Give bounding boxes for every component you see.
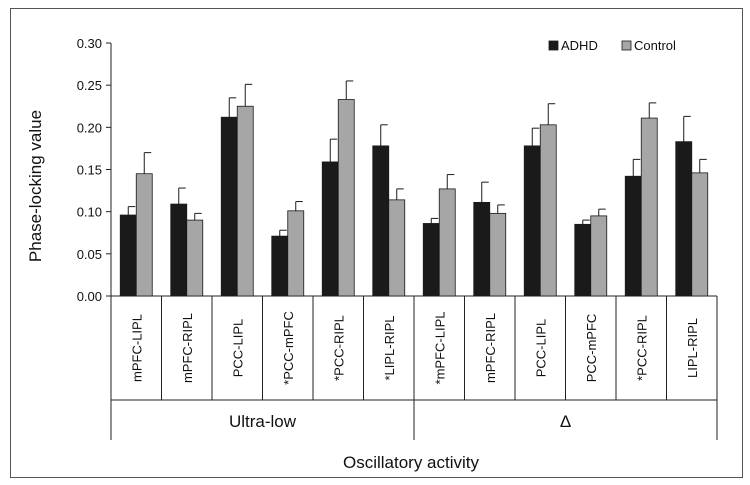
bar-adhd <box>574 223 592 297</box>
bar-adhd <box>422 223 440 297</box>
y-tick-label: 0.25 <box>77 78 102 93</box>
x-tick-label: PCC-mPFC <box>584 314 599 383</box>
bar-control <box>135 173 153 297</box>
y-tick-label: 0.20 <box>77 120 102 135</box>
bar-adhd <box>372 145 390 297</box>
x-tick-label: mPFC-RIPL <box>483 313 498 383</box>
y-tick-label: 0.15 <box>77 163 102 178</box>
bar-adhd <box>271 235 289 297</box>
bar-adhd <box>321 161 339 297</box>
bar-adhd <box>523 145 541 297</box>
y-axis-label: Phase-locking value <box>26 110 45 262</box>
bar-control <box>337 99 355 297</box>
bar-control <box>489 212 507 297</box>
bar-control <box>640 117 658 297</box>
bar-control <box>691 172 709 297</box>
x-tick-label: *PCC-RIPL <box>331 315 346 381</box>
group-label: Ultra-low <box>229 412 297 431</box>
chart-frame <box>10 8 743 478</box>
x-tick-label: *mPFC-LIPL <box>432 312 447 385</box>
bar-control <box>186 219 204 297</box>
bar-adhd <box>119 214 137 297</box>
legend-label-control: Control <box>634 38 676 53</box>
x-tick-label: *PCC-mPFC <box>281 311 296 385</box>
bar-adhd <box>170 203 188 297</box>
bar-control <box>590 215 608 297</box>
x-tick-label: *PCC-RIPL <box>634 315 649 381</box>
bar-adhd <box>624 175 642 297</box>
y-tick-label: 0.05 <box>77 247 102 262</box>
legend-label-adhd: ADHD <box>561 38 598 53</box>
y-tick-label: 0.10 <box>77 205 102 220</box>
x-tick-label: *LIPL-RIPL <box>382 315 397 380</box>
x-tick-label: mPFC-LIPL <box>129 314 144 382</box>
bar-adhd <box>473 201 491 297</box>
x-tick-label: PCC-LIPL <box>230 319 245 378</box>
bar-control <box>388 199 406 297</box>
x-tick-label: mPFC-RIPL <box>180 313 195 383</box>
legend-swatch-adhd <box>548 40 559 51</box>
group-label: Δ <box>560 412 571 431</box>
x-axis-label: Oscillatory activity <box>343 453 480 472</box>
bar-control <box>438 188 456 297</box>
bar-adhd <box>675 141 693 297</box>
bar-adhd <box>220 116 238 297</box>
y-tick-label: 0.00 <box>77 289 102 304</box>
legend-swatch-control <box>621 40 632 51</box>
x-tick-label: LIPL-RIPL <box>685 318 700 378</box>
y-tick-label: 0.30 <box>77 36 102 51</box>
bar-control <box>287 210 305 297</box>
bar-control <box>539 124 557 297</box>
x-tick-label: PCC-LIPL <box>533 319 548 378</box>
bar-control <box>236 105 254 297</box>
